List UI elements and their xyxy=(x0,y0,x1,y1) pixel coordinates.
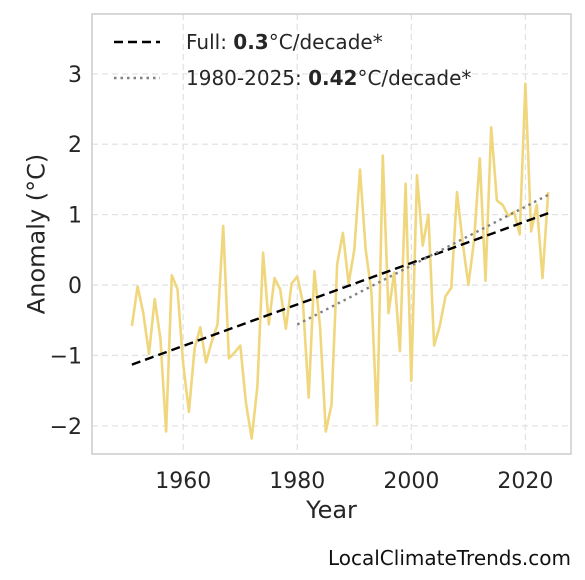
anomaly-series-line xyxy=(130,82,550,440)
plot-frame xyxy=(91,13,572,455)
y-tick-label: 3 xyxy=(68,63,82,88)
legend-entry: 1980-2025: 0.42°C/decade* xyxy=(186,66,471,90)
y-tick-label: −1 xyxy=(50,344,82,369)
legend-rate: 0.3 xyxy=(233,30,268,54)
legend-prefix: Full: xyxy=(186,30,233,54)
y-axis-label: Anomaly (°C) xyxy=(22,154,50,314)
legend-prefix: 1980-2025: xyxy=(186,66,308,90)
legend-entry: Full: 0.3°C/decade* xyxy=(186,30,383,54)
x-tick-label: 2000 xyxy=(383,469,439,494)
y-tick-label: 0 xyxy=(68,274,82,299)
y-tick-label: −2 xyxy=(50,415,82,440)
full-trend-line xyxy=(131,212,549,366)
series-layer xyxy=(130,82,550,440)
x-tick-label: 1980 xyxy=(269,469,325,494)
x-tick-label: 1960 xyxy=(155,469,211,494)
legend-suffix: °C/decade* xyxy=(357,66,471,90)
x-tick-label: 2020 xyxy=(497,469,553,494)
legend: Full: 0.3°C/decade*1980-2025: 0.42°C/dec… xyxy=(114,30,471,90)
x-tick-labels: 1960 1980 2000 2020 xyxy=(155,469,553,494)
y-tick-labels: 3 2 1 0 −1 −2 xyxy=(50,63,82,440)
legend-rate: 0.42 xyxy=(308,66,357,90)
credit-text: LocalClimateTrends.com xyxy=(327,546,571,570)
legend-suffix: °C/decade* xyxy=(269,30,383,54)
y-tick-label: 2 xyxy=(68,133,82,158)
y-tick-label: 1 xyxy=(68,204,82,229)
recent-trend-line xyxy=(296,193,549,326)
x-axis-label: Year xyxy=(305,496,357,524)
